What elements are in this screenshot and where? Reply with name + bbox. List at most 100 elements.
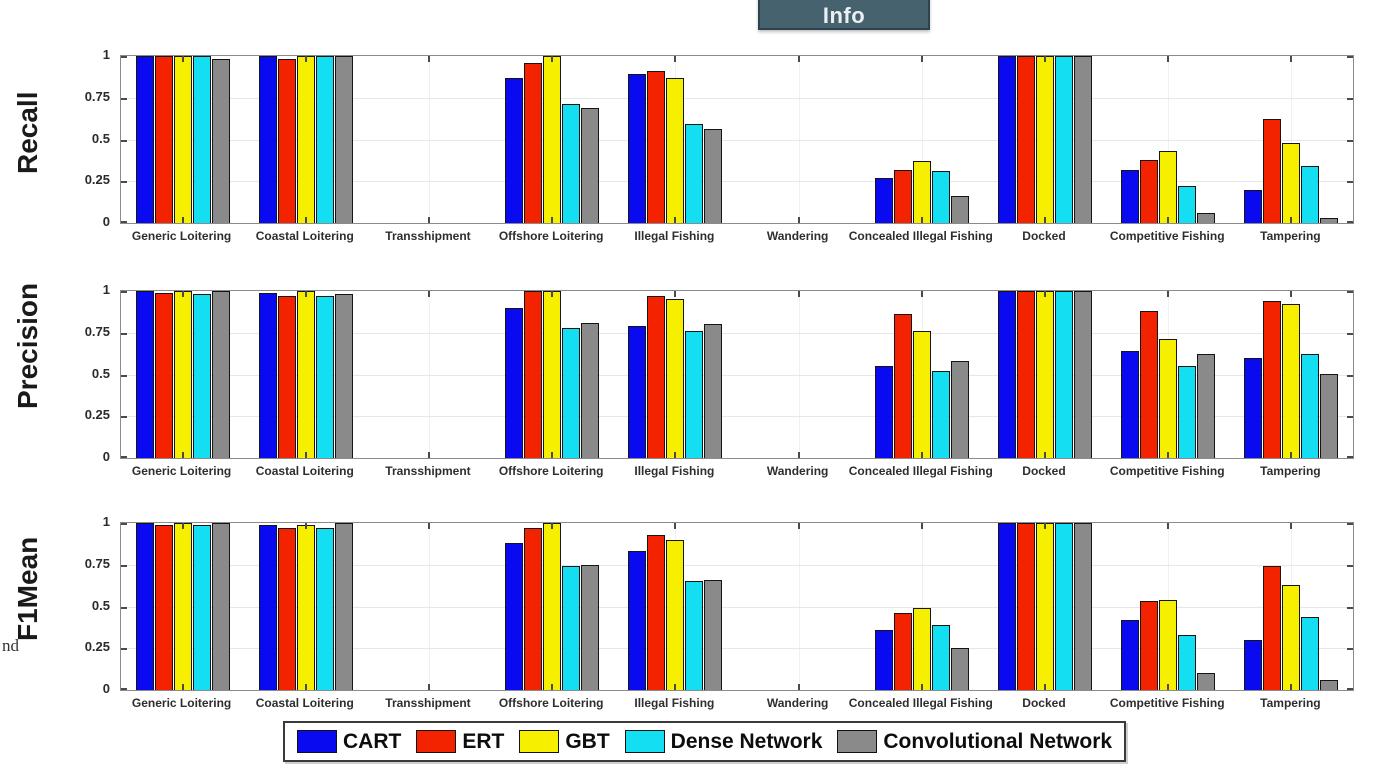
bar-group-generic-loitering — [121, 56, 244, 223]
x-tick-mark — [181, 291, 184, 297]
y-tick-mark — [121, 648, 127, 651]
x-tick-label-illegal-fishing: Illegal Fishing — [634, 229, 715, 243]
x-tick-mark — [551, 217, 554, 223]
bar-cart — [135, 523, 154, 690]
bar-ert — [1263, 566, 1282, 690]
bar-ert — [1140, 160, 1159, 223]
bar-cart — [135, 56, 154, 223]
bar-dense-network — [931, 371, 950, 458]
y-tick-mark — [121, 139, 127, 142]
bar-cart — [997, 56, 1016, 223]
x-tick-mark — [428, 291, 430, 297]
y-tick-mark — [121, 332, 127, 335]
x-tick-mark — [428, 217, 430, 223]
bar-cart — [505, 308, 524, 458]
bar-cart — [1121, 620, 1140, 690]
bar-gbt — [1035, 291, 1054, 458]
legend-entry-gbt: GBT — [519, 730, 610, 754]
bar-ert — [1140, 601, 1159, 690]
x-tick-label-tampering: Tampering — [1260, 229, 1321, 243]
x-tick-mark — [1290, 452, 1293, 458]
x-tick-mark — [1167, 523, 1170, 529]
bar-dense-network — [685, 331, 704, 458]
y-tick-mark — [121, 56, 127, 58]
bar-cart — [258, 293, 277, 458]
bar-group-offshore-loitering — [491, 523, 614, 690]
x-tick-mark — [304, 684, 307, 690]
bar-group-coastal-loitering — [244, 291, 367, 458]
legend-swatch-ert — [416, 730, 457, 753]
bar-gbt — [666, 78, 685, 223]
bar-ert — [154, 525, 173, 690]
horizontal-gridline — [121, 374, 1353, 376]
bar-cart — [628, 551, 647, 690]
bar-gbt — [666, 540, 685, 690]
bar-group-competitive-fishing — [1107, 291, 1230, 458]
bar-ert — [893, 613, 912, 690]
x-tick-mark — [674, 217, 677, 223]
bar-gbt — [296, 56, 315, 223]
x-tick-mark — [304, 56, 307, 62]
bar-gbt — [1282, 143, 1301, 223]
bar-dense-network — [685, 581, 704, 690]
bar-dense-network — [931, 625, 950, 690]
bar-ert — [524, 63, 543, 223]
bar-gbt — [543, 56, 562, 223]
bar-convolutional-network — [1073, 291, 1092, 458]
bar-ert — [524, 528, 543, 690]
bar-convolutional-network — [704, 129, 723, 223]
x-tick-mark — [797, 291, 800, 297]
bar-group-wandering — [737, 56, 860, 223]
y-tick-mark — [121, 564, 127, 567]
legend-label: CART — [343, 729, 402, 753]
bar-dense-network — [315, 528, 334, 690]
x-tick-mark — [1290, 56, 1293, 62]
x-tick-mark — [1167, 291, 1170, 297]
bar-ert — [1016, 56, 1035, 223]
y-tick-mark — [121, 291, 127, 293]
x-tick-mark — [181, 452, 184, 458]
bar-group-wandering — [737, 523, 860, 690]
x-tick-mark — [181, 217, 184, 223]
y-tick-label: 1 — [102, 514, 110, 529]
info-button[interactable]: Info — [758, 0, 930, 30]
bar-group-competitive-fishing — [1107, 523, 1230, 690]
x-tick-mark — [920, 291, 923, 297]
bar-group-generic-loitering — [121, 523, 244, 690]
bar-dense-network — [562, 566, 581, 690]
bar-ert — [277, 59, 296, 223]
x-tick-mark — [428, 523, 430, 529]
bar-cart — [1244, 358, 1263, 458]
x-tick-mark — [1290, 217, 1293, 223]
x-tick-mark — [551, 291, 554, 297]
bar-convolutional-network — [1320, 374, 1339, 458]
bar-convolutional-network — [1073, 56, 1092, 223]
bar-gbt — [173, 523, 192, 690]
x-tick-label-offshore-loitering: Offshore Loitering — [498, 696, 604, 710]
bar-dense-network — [1301, 617, 1320, 690]
x-tick-mark — [920, 523, 923, 529]
bar-convolutional-network — [581, 108, 600, 223]
bar-dense-network — [315, 56, 334, 223]
y-tick-mark — [121, 416, 127, 419]
chart-legend: CART ERT GBT Dense Network Convolutional Net… — [283, 721, 1127, 762]
bar-gbt — [1282, 585, 1301, 690]
bar-dense-network — [1178, 186, 1197, 223]
legend-entry-ert: ERT — [416, 730, 504, 754]
x-tick-label-docked: Docked — [1022, 464, 1066, 478]
x-tick-mark — [304, 217, 307, 223]
x-tick-label-coastal-loitering: Coastal Loitering — [255, 696, 354, 710]
bar-convolutional-network — [950, 196, 969, 223]
legend-swatch-cart — [297, 730, 337, 753]
x-tick-label-wandering: Wandering — [766, 464, 829, 478]
y-tick-label: 0.75 — [84, 555, 110, 571]
bar-group-generic-loitering — [121, 291, 244, 458]
x-tick-mark — [920, 56, 923, 62]
bar-group-offshore-loitering — [491, 56, 614, 223]
legend-label: Dense Network — [670, 729, 823, 753]
y-tick-label: 0 — [102, 214, 110, 229]
bar-dense-network — [192, 525, 211, 690]
bar-ert — [893, 314, 912, 458]
bar-convolutional-network — [1197, 354, 1216, 458]
y-tick-mark — [121, 688, 127, 690]
